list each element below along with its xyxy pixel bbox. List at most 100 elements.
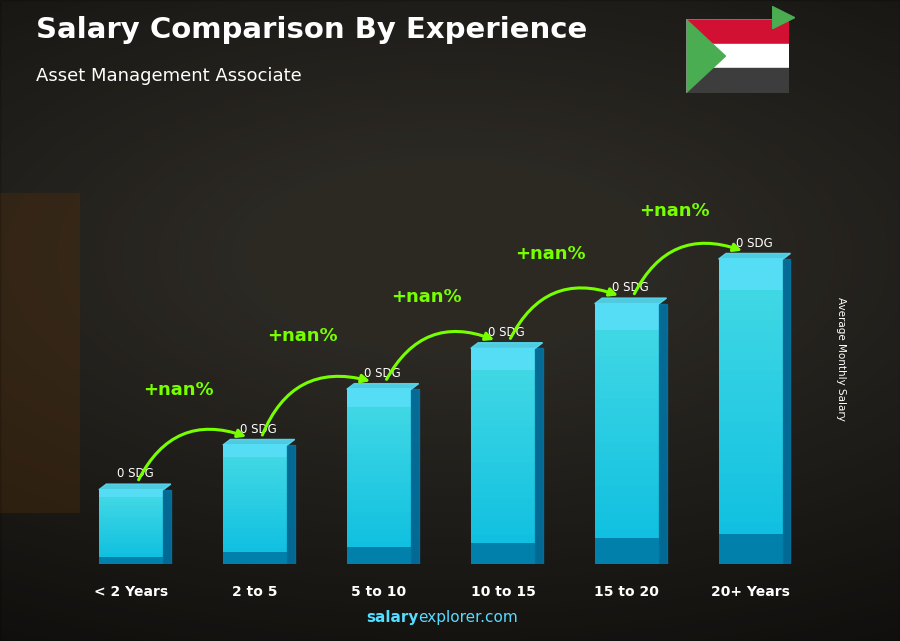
Bar — [223, 528, 287, 532]
Text: < 2 Years: < 2 Years — [94, 585, 168, 599]
Text: 10 to 15: 10 to 15 — [471, 585, 536, 599]
Bar — [99, 538, 164, 542]
Bar — [346, 418, 411, 424]
Bar — [471, 434, 536, 442]
Bar — [471, 369, 536, 377]
Text: 0 SDG: 0 SDG — [489, 326, 525, 339]
Bar — [223, 516, 287, 520]
Bar — [471, 398, 536, 406]
Bar — [223, 544, 287, 548]
Bar — [223, 524, 287, 528]
Polygon shape — [346, 384, 418, 389]
Bar — [99, 531, 164, 535]
Bar — [346, 528, 411, 535]
Text: Asset Management Associate: Asset Management Associate — [36, 67, 302, 85]
Text: Salary Comparison By Experience: Salary Comparison By Experience — [36, 16, 587, 44]
Text: 0 SDG: 0 SDG — [612, 281, 649, 294]
Bar — [718, 522, 783, 533]
Text: 20+ Years: 20+ Years — [711, 585, 790, 599]
Text: salary: salary — [366, 610, 418, 625]
Bar — [718, 462, 783, 472]
Bar — [223, 555, 287, 560]
Bar — [223, 536, 287, 540]
Bar — [471, 492, 536, 499]
Bar — [595, 476, 659, 486]
Bar — [718, 482, 783, 493]
Text: +nan%: +nan% — [143, 381, 213, 399]
Bar — [99, 512, 164, 515]
Bar — [223, 484, 287, 488]
Bar — [99, 546, 164, 549]
Bar — [223, 531, 287, 537]
Bar — [223, 508, 287, 513]
Text: 0 SDG: 0 SDG — [364, 367, 401, 380]
Bar — [99, 536, 164, 539]
Bar — [346, 558, 411, 564]
Bar — [223, 512, 287, 517]
Bar — [718, 350, 783, 361]
Bar — [595, 554, 659, 564]
Bar — [471, 470, 536, 478]
Bar — [346, 546, 411, 553]
Bar — [223, 492, 287, 497]
Bar — [223, 456, 287, 461]
Bar — [223, 560, 287, 564]
Polygon shape — [287, 445, 295, 564]
Bar — [346, 435, 411, 442]
Bar — [471, 556, 536, 564]
Bar — [99, 496, 164, 499]
Bar — [99, 561, 164, 564]
Bar — [718, 411, 783, 422]
Bar — [471, 362, 536, 370]
Bar — [346, 470, 411, 477]
Polygon shape — [223, 440, 295, 445]
Bar — [223, 453, 287, 457]
Bar — [718, 390, 783, 401]
Text: 0 SDG: 0 SDG — [116, 467, 153, 480]
Bar — [718, 370, 783, 381]
Bar — [471, 528, 536, 535]
Bar — [346, 552, 411, 558]
Bar — [223, 476, 287, 481]
Bar — [99, 549, 164, 552]
Bar — [718, 289, 783, 300]
Text: Average Monthly Salary: Average Monthly Salary — [836, 297, 847, 421]
Bar — [471, 535, 536, 542]
Bar — [346, 534, 411, 541]
Bar — [223, 480, 287, 485]
Polygon shape — [99, 484, 171, 490]
Bar — [718, 421, 783, 432]
Bar — [595, 363, 659, 373]
Bar — [595, 537, 659, 547]
Text: +nan%: +nan% — [391, 288, 462, 306]
Bar — [346, 476, 411, 483]
Bar — [595, 390, 659, 399]
Bar — [595, 381, 659, 390]
Bar — [346, 429, 411, 436]
Bar — [471, 463, 536, 470]
Bar — [471, 347, 536, 356]
Bar — [223, 460, 287, 465]
Text: 2 to 5: 2 to 5 — [232, 585, 278, 599]
Bar — [346, 388, 411, 395]
Bar — [718, 431, 783, 442]
Bar — [471, 499, 536, 506]
Bar — [346, 412, 411, 419]
Bar — [223, 496, 287, 501]
Bar — [595, 372, 659, 382]
Bar — [346, 441, 411, 447]
Bar — [346, 511, 411, 517]
Bar — [595, 346, 659, 356]
Bar — [99, 494, 164, 497]
Bar — [223, 448, 287, 453]
Bar — [223, 444, 287, 449]
Bar — [595, 303, 659, 312]
Bar — [718, 451, 783, 462]
Bar — [718, 543, 783, 554]
Bar — [346, 517, 411, 523]
Bar — [595, 399, 659, 408]
Bar — [718, 279, 783, 290]
Polygon shape — [659, 304, 667, 564]
Polygon shape — [471, 343, 543, 348]
Bar — [595, 320, 659, 329]
